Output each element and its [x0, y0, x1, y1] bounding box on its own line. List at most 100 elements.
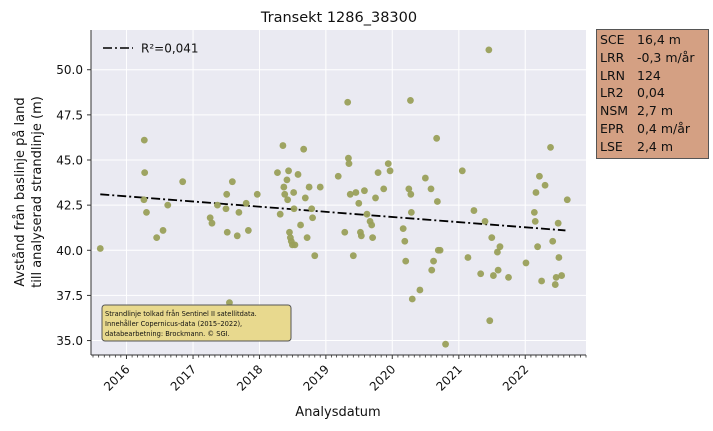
data-point [311, 252, 319, 260]
data-point [384, 160, 392, 168]
data-point [558, 272, 566, 279]
data-point [427, 185, 435, 193]
stat-row-lrr: LRR -0,3 m/år [600, 49, 704, 67]
data-point [494, 266, 502, 274]
data-point [488, 234, 496, 242]
data-point [352, 189, 360, 196]
data-point [316, 183, 324, 191]
data-point [222, 205, 230, 213]
data-point [285, 167, 292, 175]
data-point [286, 228, 293, 236]
data-point [530, 208, 538, 216]
info-line-1: Strandlinje tolkad från Sentinel II sate… [105, 309, 257, 318]
chart-title: Transekt 1286_38300 [260, 10, 417, 26]
data-point [143, 208, 150, 216]
statistics-box: SCE 16,4 m LRR -0,3 m/år LRN 124 LR2 0,04 NSM 2,7… [596, 29, 709, 159]
data-point [547, 143, 554, 151]
stat-value: 0,04 [637, 85, 665, 101]
data-point [280, 183, 288, 191]
data-point [253, 190, 261, 198]
info-annotation-box [101, 304, 292, 342]
y-tick-label: 50.0 [56, 63, 83, 77]
data-point [283, 176, 291, 184]
data-point [538, 277, 546, 285]
data-point [140, 196, 148, 204]
data-point [433, 198, 441, 205]
data-point [477, 270, 485, 278]
x-tick-label: 2016 [101, 362, 132, 393]
data-point [284, 196, 292, 204]
x-axis-label: Analysdatum [295, 405, 380, 420]
legend-label: R²=0,041 [141, 42, 199, 56]
data-point [334, 172, 342, 180]
data-point [244, 227, 252, 234]
data-point [541, 181, 549, 189]
stat-value: 0,4 m/år [637, 120, 691, 136]
stat-row-lse: LSE 2,4 m [600, 138, 704, 156]
stat-row-nsm: NSM 2,7 m [600, 102, 704, 120]
data-point [305, 183, 313, 191]
data-point [349, 252, 357, 260]
data-point [226, 299, 233, 307]
stat-row-epr: EPR 0,4 m/år [600, 120, 704, 138]
data-point [281, 190, 289, 198]
data-point [294, 171, 302, 178]
data-point [345, 154, 352, 162]
data-point [549, 237, 557, 245]
data-point [481, 217, 489, 225]
stat-key: LRR [600, 49, 625, 65]
data-point [141, 169, 149, 177]
data-point [421, 174, 429, 182]
x-tick-label: 2019 [300, 362, 331, 393]
data-point [405, 185, 413, 193]
stat-row-lr2: LR2 0,04 [600, 84, 704, 102]
data-point [428, 266, 436, 274]
data-point [233, 232, 241, 240]
info-line-2: Innehåller Copernicus-data (2015–2022), [105, 319, 242, 328]
data-point [416, 286, 424, 294]
data-point [470, 207, 478, 214]
data-point [372, 194, 379, 202]
data-point [496, 243, 504, 251]
data-point [140, 136, 148, 144]
data-point [408, 295, 416, 303]
data-point [208, 219, 216, 227]
data-point [290, 205, 298, 213]
data-points [96, 46, 571, 348]
data-point [402, 257, 410, 265]
y-tick-label: 35.0 [56, 334, 83, 348]
data-point [494, 248, 501, 256]
data-point [486, 317, 494, 325]
data-point [279, 142, 287, 149]
grid [91, 30, 586, 355]
data-point [290, 189, 298, 196]
stat-key: LR2 [600, 85, 624, 101]
data-point [380, 185, 388, 193]
data-point [242, 199, 250, 207]
data-point [407, 208, 415, 216]
data-point [291, 241, 299, 249]
stat-value: 124 [637, 67, 661, 83]
data-point [214, 201, 221, 209]
stat-key: LRN [600, 67, 625, 83]
stat-key: EPR [600, 120, 625, 136]
data-point [442, 340, 449, 348]
x-tick-label: 2018 [234, 362, 265, 393]
data-point [407, 190, 415, 198]
x-tick-label: 2017 [168, 362, 199, 393]
y-tick-label: 37.5 [56, 289, 83, 303]
data-point [401, 237, 409, 245]
data-point [534, 243, 542, 251]
data-point [276, 210, 284, 218]
data-point [552, 273, 560, 281]
data-point [274, 169, 281, 177]
data-point [505, 273, 512, 281]
data-point [522, 259, 530, 267]
plot-area [91, 30, 586, 355]
y-tick-label: 45.0 [56, 154, 83, 168]
data-point [235, 208, 243, 216]
legend: R²=0,041 [103, 42, 199, 56]
data-point [554, 219, 562, 227]
data-point [297, 221, 304, 229]
